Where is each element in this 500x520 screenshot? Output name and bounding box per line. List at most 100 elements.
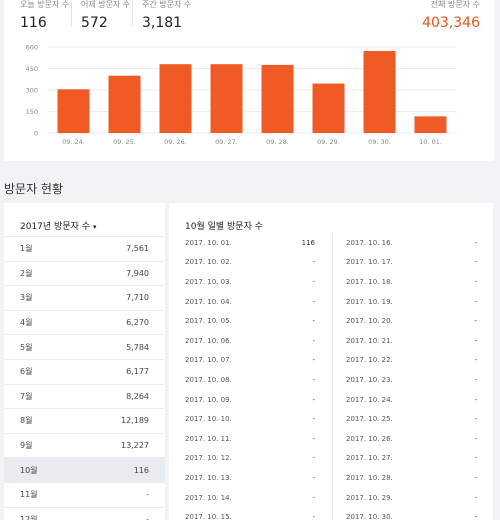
x-tick-label: 09. 24. <box>62 138 85 146</box>
daily-row: 2017. 10. 14. - <box>185 488 315 508</box>
month-row[interactable]: 6월 6,177 <box>4 358 165 384</box>
y-tick-label: 0 <box>34 130 38 138</box>
daily-row: 2017. 10. 12. - <box>185 449 315 469</box>
month-row[interactable]: 3월 7,710 <box>4 285 165 310</box>
month-row[interactable]: 9월 13,227 <box>4 432 165 458</box>
daily-row: 2017. 10. 13. - <box>185 468 315 488</box>
caret-down-icon: ▾ <box>93 223 97 231</box>
section-title: 방문자 현황 <box>4 182 64 196</box>
month-row[interactable]: 11월 - <box>4 481 165 507</box>
daily-count: - <box>474 493 477 502</box>
daily-row: 2017. 10. 18. - <box>346 272 477 292</box>
daily-date: 2017. 10. 03. <box>185 277 232 286</box>
chart-bar[interactable] <box>159 64 192 133</box>
daily-row: 2017. 10. 25. - <box>346 409 477 429</box>
month-row[interactable]: 12월 - <box>4 506 165 520</box>
daily-date: 2017. 10. 20. <box>346 317 393 326</box>
daily-row: 2017. 10. 07. - <box>185 351 315 371</box>
daily-row: 2017. 10. 15. - <box>185 507 315 520</box>
daily-date: 2017. 10. 12. <box>185 454 232 463</box>
daily-date: 2017. 10. 26. <box>346 434 393 443</box>
daily-count: - <box>312 454 315 463</box>
daily-date: 2017. 10. 07. <box>185 356 232 365</box>
daily-date: 2017. 10. 21. <box>346 336 393 345</box>
daily-date: 2017. 10. 30. <box>346 513 393 520</box>
daily-row: 2017. 10. 08. - <box>185 370 315 390</box>
daily-date: 2017. 10. 13. <box>185 473 232 482</box>
year-selector[interactable]: 2017년 방문자 수 ▾ <box>20 219 97 232</box>
daily-count: - <box>474 317 477 326</box>
daily-row: 2017. 10. 02. - <box>185 253 315 273</box>
daily-count: - <box>474 473 477 482</box>
today-visitors-value: 116 <box>20 15 47 31</box>
daily-count: - <box>474 375 477 384</box>
month-row[interactable]: 4월 6,270 <box>4 309 165 335</box>
daily-count: 116 <box>301 238 315 247</box>
daily-count: - <box>474 356 477 365</box>
month-count: 13,227 <box>121 441 149 451</box>
daily-count: - <box>474 297 477 306</box>
daily-count: - <box>312 356 315 365</box>
daily-date: 2017. 10. 08. <box>185 375 232 384</box>
daily-row: 2017. 10. 01. 116 <box>185 233 315 253</box>
month-row[interactable]: 1월 7,561 <box>4 236 165 261</box>
chart-bar[interactable] <box>414 116 447 133</box>
month-row[interactable]: 2월 7,940 <box>4 260 165 286</box>
monthly-visitors-card: 2017년 방문자 수 ▾ 1월 7,561 2월 7,940 3월 7,710 4월 6,27… <box>4 203 165 520</box>
month-count: 6,177 <box>126 367 149 377</box>
daily-row: 2017. 10. 26. - <box>346 429 477 449</box>
chart-bar[interactable] <box>363 51 396 133</box>
daily-count: - <box>312 317 315 326</box>
month-label: 8월 <box>20 416 33 426</box>
chart-bar[interactable] <box>57 89 90 133</box>
chart-bar[interactable] <box>261 64 294 133</box>
month-count: 5,784 <box>126 342 149 352</box>
month-count: 7,561 <box>126 244 149 254</box>
daily-count: - <box>474 513 477 520</box>
daily-date: 2017. 10. 11. <box>185 434 232 443</box>
daily-date: 2017. 10. 24. <box>346 395 393 404</box>
daily-date: 2017. 10. 01. <box>185 238 232 247</box>
daily-count: - <box>312 473 315 482</box>
daily-row: 2017. 10. 27. - <box>346 449 477 469</box>
month-row[interactable]: 10월 116 <box>4 457 165 482</box>
daily-date: 2017. 10. 27. <box>346 454 393 463</box>
daily-count: - <box>312 375 315 384</box>
month-row[interactable]: 7월 8,264 <box>4 383 165 409</box>
month-count: 12,189 <box>121 416 149 426</box>
daily-row: 2017. 10. 06. - <box>185 331 315 351</box>
x-tick-label: 09. 28. <box>266 138 289 146</box>
daily-row: 2017. 10. 10. - <box>185 409 315 429</box>
daily-date: 2017. 10. 18. <box>346 277 393 286</box>
daily-row: 2017. 10. 04. - <box>185 292 315 312</box>
daily-row: 2017. 10. 11. - <box>185 429 315 449</box>
daily-count: - <box>312 415 315 424</box>
stat-divider <box>71 2 72 26</box>
chart-bar[interactable] <box>312 83 345 133</box>
daily-visitors-card: 10월 일별 방문자 수 2017. 10. 01. 116 2017. 10. 0… <box>169 203 493 520</box>
daily-count: - <box>474 395 477 404</box>
daily-count: - <box>474 277 477 286</box>
chart-bar[interactable] <box>108 75 141 133</box>
month-count: 8,264 <box>126 391 149 401</box>
daily-row: 2017. 10. 03. - <box>185 272 315 292</box>
total-visitors: 전체 방문자 수 403,346 <box>422 0 480 33</box>
daily-count: - <box>474 434 477 443</box>
daily-date: 2017. 10. 25. <box>346 415 393 424</box>
monthly-list: 1월 7,561 2월 7,940 3월 7,710 4월 6,270 5월 5,784 6월 6,1… <box>4 236 165 520</box>
month-label: 10월 <box>20 465 38 475</box>
daily-date: 2017. 10. 10. <box>185 415 232 424</box>
month-label: 12월 <box>20 514 38 520</box>
month-row[interactable]: 8월 12,189 <box>4 408 165 433</box>
daily-count: - <box>312 258 315 267</box>
daily-date: 2017. 10. 16. <box>346 238 393 247</box>
daily-date: 2017. 10. 29. <box>346 493 393 502</box>
daily-row: 2017. 10. 09. - <box>185 390 315 410</box>
month-row[interactable]: 5월 5,784 <box>4 334 165 359</box>
daily-date: 2017. 10. 28. <box>346 473 393 482</box>
month-count: - <box>146 514 149 520</box>
daily-date: 2017. 10. 05. <box>185 317 232 326</box>
month-label: 2월 <box>20 268 33 278</box>
chart-bar[interactable] <box>210 64 243 133</box>
today-visitors: 오늘 방문자 수 116 <box>20 0 69 33</box>
